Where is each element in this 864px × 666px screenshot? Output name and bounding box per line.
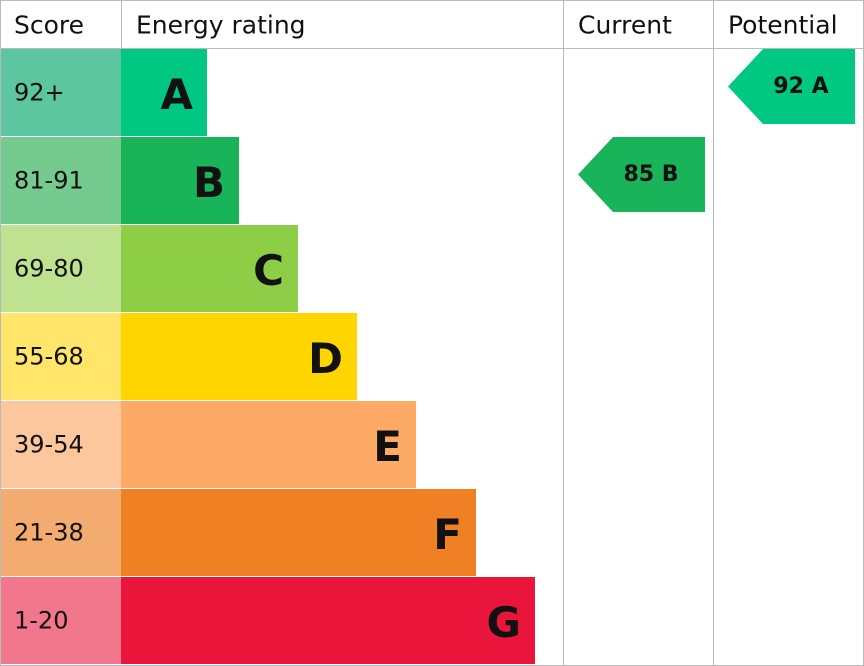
- rating-letter: E: [373, 422, 402, 471]
- rating-bar: [121, 577, 535, 664]
- rating-letter: G: [487, 598, 521, 647]
- score-label: 69-80: [14, 255, 84, 283]
- score-cell: [1, 401, 121, 488]
- header-current: Current: [578, 11, 672, 40]
- rating-bar: [121, 225, 298, 312]
- rating-letter: D: [308, 334, 343, 383]
- rating-bar: [121, 401, 416, 488]
- score-cell: [1, 489, 121, 576]
- potential-arrow: [728, 49, 855, 124]
- score-label: 81-91: [14, 167, 84, 195]
- score-label: 21-38: [14, 519, 84, 547]
- rating-bar: [121, 489, 476, 576]
- rating-letter: A: [160, 70, 193, 119]
- header-rating: Energy rating: [136, 11, 306, 40]
- header-score: Score: [14, 11, 84, 40]
- rating-bar: [121, 313, 357, 400]
- score-cell: [1, 137, 121, 224]
- potential-label: 92 A: [773, 74, 828, 99]
- score-cell: [1, 313, 121, 400]
- score-label: 39-54: [14, 431, 84, 459]
- rating-letter: B: [193, 158, 225, 207]
- header-potential: Potential: [728, 11, 838, 40]
- score-cell: [1, 225, 121, 312]
- rating-letter: C: [253, 246, 284, 295]
- score-label: 55-68: [14, 343, 84, 371]
- score-cell: [1, 577, 121, 664]
- score-label: 92+: [14, 79, 65, 107]
- score-cell: [1, 49, 121, 136]
- rating-letter: F: [433, 510, 462, 559]
- rating-bar: [121, 137, 239, 224]
- current-arrow: [578, 137, 705, 212]
- current-label: 85 B: [623, 162, 678, 187]
- score-label: 1-20: [14, 607, 68, 635]
- rating-bar: [121, 49, 207, 136]
